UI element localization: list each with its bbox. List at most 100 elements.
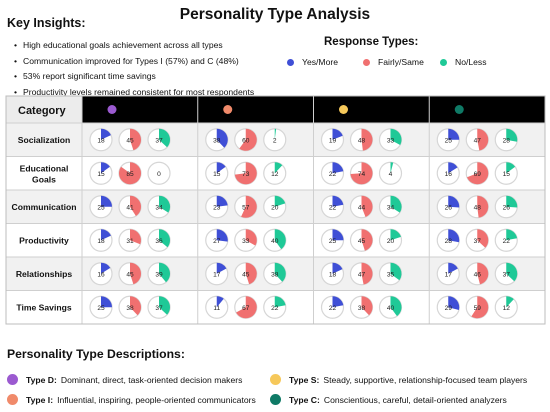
pie-value-label: 35 (387, 271, 395, 278)
pie-slice (448, 296, 460, 310)
legend-item-yes: Yes/More (287, 57, 338, 67)
description-text: Conscientious, careful, detail-oriented … (323, 394, 507, 405)
description-name: Type I: (26, 394, 54, 405)
type-header-dot-icon (339, 105, 348, 114)
pie-value-label: 45 (126, 137, 134, 144)
pie-slice (216, 128, 228, 148)
pie-value-label: 31 (126, 238, 134, 245)
pie-value-label: 67 (242, 305, 250, 312)
pie-value-label: 22 (329, 171, 337, 178)
pie-value-label: 20 (271, 204, 279, 211)
pie-value-label: 44 (358, 204, 366, 211)
pie-value-label: 4 (389, 171, 393, 178)
pie-slice (350, 162, 373, 185)
pie-value-label: 15 (97, 171, 105, 178)
pie-slice (274, 162, 283, 174)
pie-value-label: 27 (213, 238, 221, 245)
pie-value-label: 47 (358, 271, 366, 278)
pie-value-label: 41 (126, 204, 134, 211)
pie-value-label: 36 (155, 238, 163, 245)
pie-value-label: 45 (358, 238, 366, 245)
pie-value-label: 12 (503, 305, 511, 312)
pie-slice (390, 296, 402, 317)
pie-slice (159, 262, 170, 283)
pie-slice (361, 296, 373, 316)
pie-value-label: 25 (329, 238, 337, 245)
legend-dot-icon (440, 58, 447, 66)
pie-value-label: 28 (503, 137, 511, 144)
pie-value-label: 26 (445, 204, 453, 211)
pie-slice (130, 128, 141, 151)
pie-value-label: 39 (155, 271, 163, 278)
pie-slice (448, 195, 460, 208)
pie-slice (390, 195, 402, 213)
pie-slice (467, 162, 489, 185)
insights-list: High educational goals achievement acros… (14, 38, 254, 100)
pie-slice (506, 195, 518, 208)
pie-slice (332, 195, 344, 207)
pie-slice (477, 128, 489, 151)
description-type-s: Type S: Steady, supportive, relationship… (270, 374, 527, 385)
pie-value-label: 37 (474, 238, 482, 245)
pie-value-label: 16 (445, 171, 453, 178)
pie-slice (506, 162, 516, 174)
pie-value-label: 20 (387, 238, 395, 245)
pie-value-label: 28 (445, 238, 453, 245)
category-header-cell (6, 96, 82, 123)
pie-value-label: 33 (387, 137, 395, 144)
pie-value-label: 73 (242, 171, 250, 178)
description-name: Type D: (26, 374, 57, 385)
pie-value-label: 2 (273, 137, 277, 144)
pie-slice (216, 262, 227, 274)
pie-slice (159, 128, 170, 148)
pie-value-label: 22 (329, 305, 337, 312)
insights-heading: Key Insights: (7, 16, 86, 30)
pie-slice (477, 262, 489, 285)
legend-item-no: No/Less (440, 57, 487, 67)
pie-background (147, 161, 171, 185)
pie-value-label: 47 (474, 137, 482, 144)
pie-value-label: 33 (242, 238, 250, 245)
pie-slice (274, 296, 286, 308)
pie-slice (506, 296, 514, 308)
pie-slice (274, 262, 286, 282)
row-label: Goals (32, 174, 56, 184)
pie-slice (390, 262, 402, 281)
pie-value-label: 17 (213, 271, 221, 278)
pie-value-label: 22 (271, 305, 279, 312)
row-label: Productivity (19, 235, 69, 245)
pie-slice (216, 195, 228, 207)
pie-slice (239, 128, 257, 151)
legend-item-fairly: Fairly/Same (363, 57, 424, 67)
pie-slice (506, 229, 518, 241)
pie-value-label: 69 (474, 171, 482, 178)
pie-slice (234, 162, 257, 185)
pie-slice (361, 195, 373, 217)
pie-value-label: 11 (213, 305, 220, 312)
pie-slice (101, 262, 111, 274)
pie-slice (101, 296, 112, 308)
description-text: Dominant, direct, task-oriented decision… (60, 374, 243, 385)
pie-value-label: 15 (213, 171, 221, 178)
pie-slice (390, 128, 402, 146)
type-c-dot-icon (270, 394, 281, 405)
pie-value-label: 18 (329, 271, 337, 278)
pie-value-label: 25 (445, 137, 453, 144)
description-type-i: Type I: Influential, inspiring, people-o… (7, 394, 256, 405)
pie-slice (332, 128, 343, 140)
pie-slice (130, 229, 141, 245)
pie-value-label: 48 (358, 137, 366, 144)
pie-value-label: 25 (97, 204, 105, 211)
pie-value-label: 37 (155, 137, 163, 144)
pie-slice (390, 229, 401, 241)
legend-label: Yes/More (302, 57, 338, 67)
pie-slice (274, 229, 286, 250)
pie-value-label: 0 (157, 171, 161, 178)
pie-value-label: 60 (242, 137, 250, 144)
legend-heading: Response Types: (324, 36, 419, 48)
insight-item: 53% report significant time savings (14, 69, 254, 85)
pie-slice (101, 162, 110, 174)
description-type-c: Type C: Conscientious, careful, detail-o… (270, 394, 507, 405)
pie-slice (245, 229, 257, 246)
